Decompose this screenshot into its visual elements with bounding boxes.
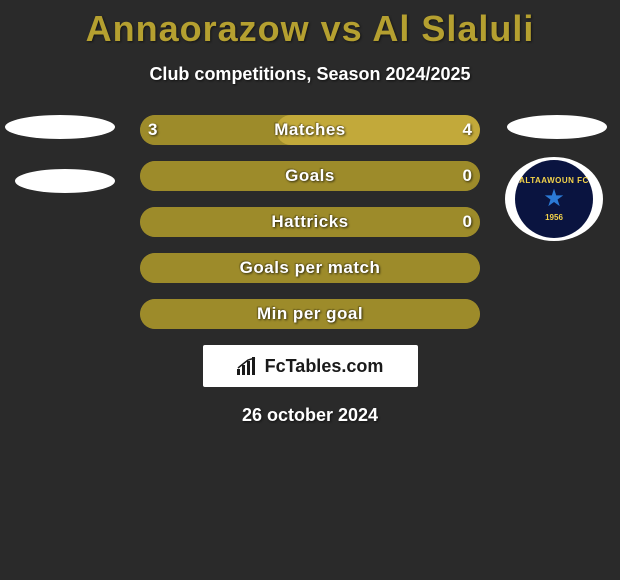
stat-row: 34Matches	[0, 115, 620, 145]
bar-label: Min per goal	[140, 299, 480, 329]
bar-label: Matches	[140, 115, 480, 145]
stat-row: 0Hattricks	[0, 207, 620, 237]
stat-row: 0Goals	[0, 161, 620, 191]
bar-track: Min per goal	[140, 299, 480, 329]
stat-row: Min per goal	[0, 299, 620, 329]
bar-label: Goals per match	[140, 253, 480, 283]
comparison-bars: ALTAAWOUN FC ★ 1956 34Matches0Goals0Hatt…	[0, 115, 620, 329]
logo-text: FcTables.com	[265, 356, 384, 377]
bar-label: Hattricks	[140, 207, 480, 237]
footer-date: 26 october 2024	[0, 405, 620, 426]
chart-icon	[237, 357, 259, 375]
bar-track: 0Hattricks	[140, 207, 480, 237]
bar-track: Goals per match	[140, 253, 480, 283]
bar-label: Goals	[140, 161, 480, 191]
bar-track: 34Matches	[140, 115, 480, 145]
source-logo: FcTables.com	[203, 345, 418, 387]
page-title: Annaorazow vs Al Slaluli	[0, 0, 620, 50]
bar-track: 0Goals	[140, 161, 480, 191]
stat-row: Goals per match	[0, 253, 620, 283]
subtitle: Club competitions, Season 2024/2025	[0, 64, 620, 85]
